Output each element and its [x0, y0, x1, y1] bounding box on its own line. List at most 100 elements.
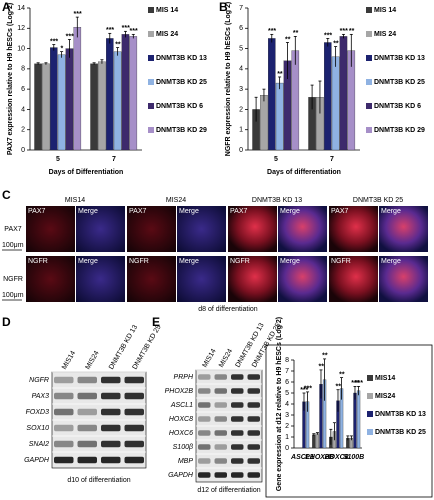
x-tick-label: 5	[274, 156, 278, 163]
y-tick-label: 1	[239, 127, 243, 134]
panel-label: D	[2, 315, 11, 329]
y-tick-label: 3	[285, 412, 289, 419]
significance: **	[333, 40, 339, 47]
significance: ***	[122, 25, 130, 32]
x-tick-label: HOXC8	[324, 454, 348, 461]
blot-band	[101, 392, 121, 400]
significance: **	[349, 28, 355, 35]
row-label: SNAI2	[29, 441, 49, 448]
blot-band	[77, 440, 97, 448]
blot-band	[231, 416, 244, 422]
blot-band	[198, 472, 211, 478]
channel-label: Merge	[78, 258, 98, 265]
legend-label: MIS 24	[156, 31, 178, 38]
y-axis-label: NGFR expression relative to H9 hESCs (Lo…	[225, 2, 232, 156]
micrograph	[228, 256, 277, 302]
blot-band	[54, 392, 74, 400]
row-label: NGFR	[3, 276, 23, 283]
blot-band	[77, 424, 97, 432]
blot-band	[247, 458, 260, 464]
y-tick-label: 7	[285, 368, 289, 375]
legend-swatch	[148, 55, 154, 61]
blot-band	[124, 392, 144, 400]
bar	[50, 47, 58, 151]
channel-label: PAX7	[129, 208, 146, 215]
blot-band	[214, 374, 227, 380]
blot-band	[124, 456, 144, 464]
channel-label: NGFR	[331, 258, 351, 265]
blot-band	[54, 424, 74, 432]
x-axis-label: Days of Differentiation	[49, 169, 124, 176]
blot-band	[101, 376, 121, 384]
lane-label: MIS24	[85, 350, 101, 371]
micrograph	[177, 206, 226, 252]
blot-band	[124, 376, 144, 384]
x-tick-label: 7	[330, 156, 334, 163]
column-label: DNMT3B KD 25	[353, 197, 403, 204]
channel-label: PAX7	[230, 208, 247, 215]
blot-band	[214, 402, 227, 408]
y-tick-label: 0	[239, 147, 243, 154]
blot-band	[247, 444, 260, 450]
y-tick-label: 4	[239, 66, 243, 73]
legend-swatch	[366, 127, 372, 133]
significance: **	[336, 384, 342, 391]
micrograph	[329, 256, 378, 302]
channel-label: Merge	[78, 208, 98, 215]
lane-label: MIS24	[218, 348, 234, 369]
micrograph	[26, 256, 75, 302]
legend-label: DNMT3B KD 25	[156, 79, 207, 86]
column-label: MIS14	[65, 197, 85, 204]
significance: ***	[74, 11, 82, 18]
legend-swatch	[366, 79, 372, 85]
legend-label: DNMT3B KD 29	[156, 127, 207, 134]
blot-band	[198, 458, 211, 464]
bar	[260, 95, 268, 151]
blot-band	[231, 430, 244, 436]
blot-band	[77, 456, 97, 464]
bar	[291, 50, 300, 151]
lane-label: MIS14	[61, 350, 77, 371]
significance: ***	[304, 386, 312, 393]
panel-label: B	[219, 0, 228, 14]
blot-band	[231, 472, 244, 478]
significance: **	[285, 36, 291, 43]
legend-swatch	[367, 393, 373, 399]
bar	[324, 42, 332, 151]
scale-bar-label: 100μm	[2, 292, 24, 299]
y-tick-label: 8	[21, 66, 25, 73]
significance: ***	[130, 28, 138, 35]
blot-band	[198, 388, 211, 394]
channel-label: PAX7	[331, 208, 348, 215]
legend-label: MIS 14	[156, 7, 178, 14]
blot-band	[214, 458, 227, 464]
y-tick-label: 5	[285, 390, 289, 397]
y-tick-label: 14	[17, 5, 25, 12]
significance: ***	[50, 38, 58, 45]
legend-label: MIS24	[375, 393, 395, 400]
y-tick-label: 6	[21, 86, 25, 93]
blot-band	[214, 388, 227, 394]
bar	[356, 390, 361, 449]
blot-band	[198, 430, 211, 436]
legend-label: DNMT3B KD 6	[374, 103, 421, 110]
legend-swatch	[148, 31, 154, 37]
channel-label: Merge	[381, 208, 401, 215]
legend-label: MIS 14	[374, 7, 396, 14]
y-tick-label: 8	[285, 357, 289, 364]
blot-band	[214, 430, 227, 436]
blot-band	[214, 472, 227, 478]
blot-band	[198, 444, 211, 450]
row-label: FOXD3	[26, 409, 49, 416]
y-tick-label: 7	[239, 5, 243, 12]
micrograph	[379, 206, 428, 252]
legend-swatch	[366, 55, 372, 61]
bar	[339, 36, 348, 151]
row-label: NGFR	[29, 377, 49, 384]
bar	[65, 48, 74, 151]
blot-band	[54, 440, 74, 448]
bar	[73, 27, 82, 151]
channel-label: NGFR	[230, 258, 250, 265]
micrograph	[177, 256, 226, 302]
significance: **	[115, 41, 121, 48]
